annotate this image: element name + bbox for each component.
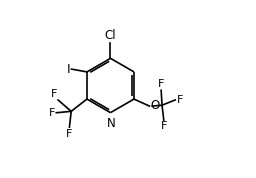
Text: N: N — [107, 117, 115, 130]
Text: F: F — [161, 121, 167, 131]
Text: F: F — [176, 95, 183, 105]
Text: I: I — [67, 63, 70, 76]
Text: F: F — [158, 79, 164, 89]
Text: F: F — [66, 129, 73, 138]
Text: F: F — [49, 108, 55, 118]
Text: Cl: Cl — [105, 29, 116, 42]
Text: O: O — [150, 99, 159, 112]
Text: F: F — [51, 89, 57, 99]
